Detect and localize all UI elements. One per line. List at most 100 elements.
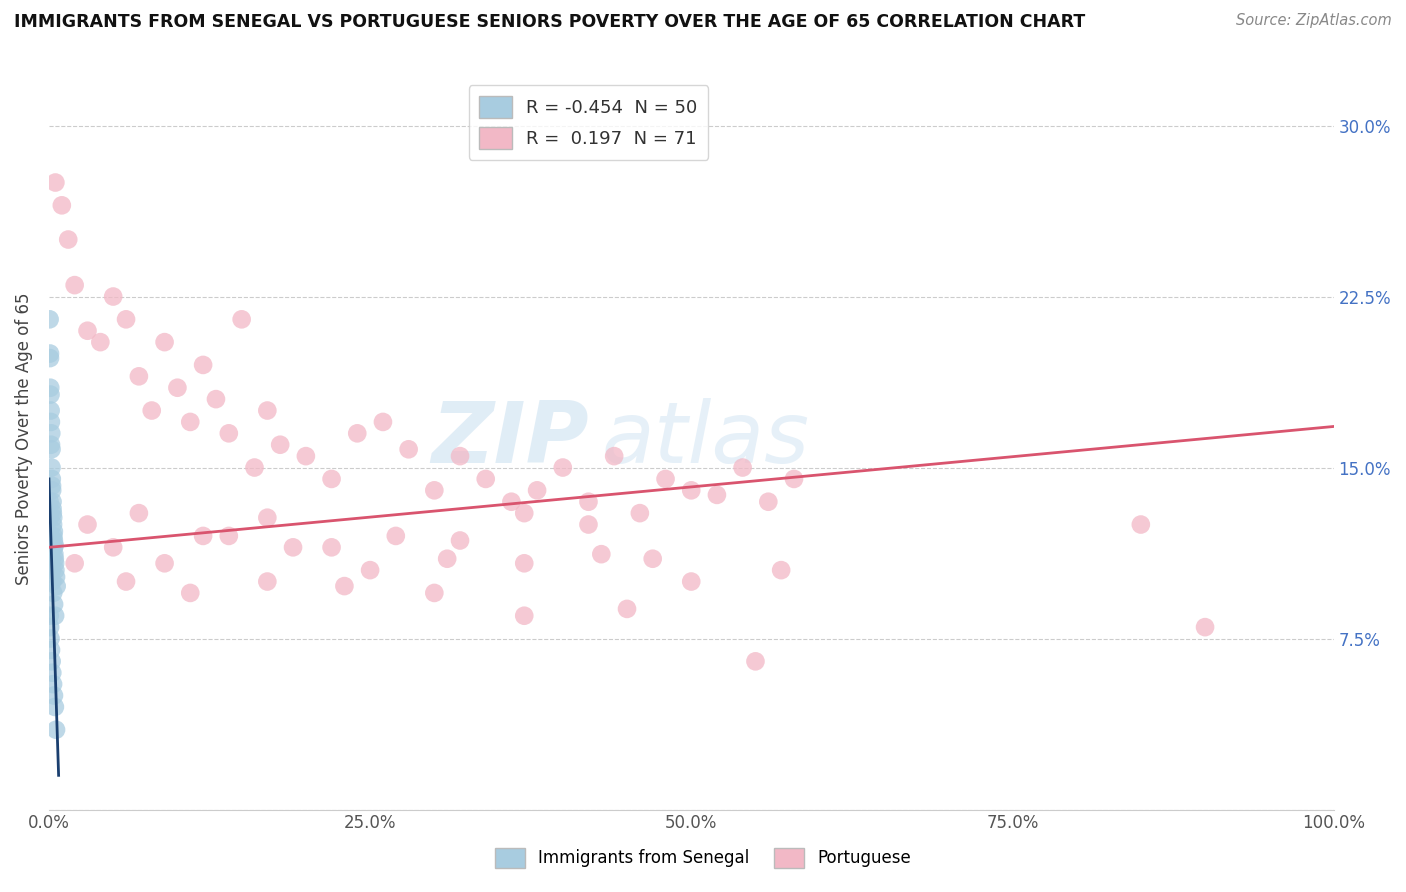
Point xyxy=(243,460,266,475)
Point xyxy=(256,574,278,589)
Point xyxy=(578,517,600,532)
Point xyxy=(501,494,523,508)
Point xyxy=(41,654,63,668)
Point xyxy=(513,556,536,570)
Point xyxy=(321,472,343,486)
Point xyxy=(218,529,240,543)
Point xyxy=(39,620,62,634)
Point xyxy=(42,524,65,539)
Point xyxy=(41,501,63,516)
Point xyxy=(526,483,548,498)
Point xyxy=(44,563,66,577)
Point xyxy=(115,574,138,589)
Point xyxy=(103,289,125,303)
Point xyxy=(628,506,651,520)
Point xyxy=(38,510,60,524)
Point xyxy=(166,381,188,395)
Point xyxy=(38,608,60,623)
Text: IMMIGRANTS FROM SENEGAL VS PORTUGUESE SENIORS POVERTY OVER THE AGE OF 65 CORRELA: IMMIGRANTS FROM SENEGAL VS PORTUGUESE SE… xyxy=(14,13,1085,31)
Point xyxy=(141,403,163,417)
Point xyxy=(45,570,67,584)
Point xyxy=(295,449,318,463)
Point xyxy=(39,551,62,566)
Point xyxy=(513,506,536,520)
Point xyxy=(42,529,65,543)
Point xyxy=(359,563,381,577)
Point xyxy=(153,556,176,570)
Point xyxy=(191,358,214,372)
Point xyxy=(591,547,613,561)
Point xyxy=(603,449,626,463)
Point xyxy=(41,472,63,486)
Point xyxy=(281,541,304,555)
Point xyxy=(42,586,65,600)
Point xyxy=(44,700,66,714)
Point xyxy=(39,643,62,657)
Point xyxy=(269,438,291,452)
Point xyxy=(39,632,62,646)
Point xyxy=(423,483,446,498)
Point xyxy=(63,556,86,570)
Point xyxy=(44,551,66,566)
Point xyxy=(38,312,60,326)
Point xyxy=(756,494,779,508)
Point xyxy=(179,415,201,429)
Point xyxy=(42,689,65,703)
Point xyxy=(371,415,394,429)
Point xyxy=(41,479,63,493)
Point xyxy=(333,579,356,593)
Point xyxy=(731,460,754,475)
Point xyxy=(39,381,62,395)
Point xyxy=(1194,620,1216,634)
Point xyxy=(41,494,63,508)
Point xyxy=(346,426,368,441)
Point xyxy=(51,198,73,212)
Point xyxy=(39,438,62,452)
Point xyxy=(39,403,62,417)
Point xyxy=(39,346,62,360)
Point xyxy=(42,506,65,520)
Point xyxy=(744,654,766,668)
Point xyxy=(39,541,62,555)
Point xyxy=(218,426,240,441)
Point xyxy=(38,494,60,508)
Point xyxy=(76,517,98,532)
Point xyxy=(44,556,66,570)
Point xyxy=(449,449,471,463)
Point xyxy=(44,547,66,561)
Point xyxy=(256,403,278,417)
Point xyxy=(42,541,65,555)
Text: ZIP: ZIP xyxy=(430,398,589,481)
Point xyxy=(706,488,728,502)
Point xyxy=(770,563,793,577)
Point xyxy=(385,529,408,543)
Point xyxy=(89,335,111,350)
Legend: R = -0.454  N = 50, R =  0.197  N = 71: R = -0.454 N = 50, R = 0.197 N = 71 xyxy=(468,85,709,160)
Point xyxy=(41,483,63,498)
Point xyxy=(641,551,664,566)
Point xyxy=(423,586,446,600)
Text: Source: ZipAtlas.com: Source: ZipAtlas.com xyxy=(1236,13,1392,29)
Point xyxy=(436,551,458,566)
Point xyxy=(103,541,125,555)
Point xyxy=(42,533,65,548)
Point xyxy=(128,369,150,384)
Point xyxy=(179,586,201,600)
Point xyxy=(681,574,703,589)
Point xyxy=(513,608,536,623)
Point xyxy=(256,510,278,524)
Point xyxy=(205,392,228,406)
Point xyxy=(616,602,638,616)
Point xyxy=(41,574,63,589)
Point xyxy=(42,517,65,532)
Point xyxy=(45,579,67,593)
Point xyxy=(449,533,471,548)
Point xyxy=(128,506,150,520)
Point xyxy=(783,472,806,486)
Point xyxy=(191,529,214,543)
Point xyxy=(44,176,66,190)
Point xyxy=(41,442,63,457)
Point xyxy=(63,278,86,293)
Point xyxy=(41,665,63,680)
Point xyxy=(681,483,703,498)
